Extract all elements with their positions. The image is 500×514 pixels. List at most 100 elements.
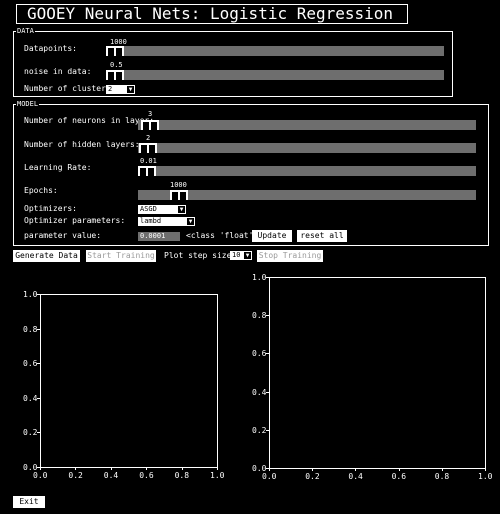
param-value-label: parameter value: [24,231,102,240]
x-tick-mark [181,467,183,470]
chevron-down-icon: ▼ [127,86,134,93]
y-tick-mark [266,315,269,317]
epochs-slider-handle[interactable] [170,190,188,200]
x-tick-mark [485,468,486,471]
x-tick-mark [398,468,400,471]
y-tick-label: 0.0 [252,464,267,473]
y-tick-label: 0.4 [252,387,267,397]
data-section-legend: DATA [16,27,35,35]
x-tick-mark [441,468,443,471]
noise-value: 0.5 [110,61,123,69]
neurons-value: 3 [148,110,153,118]
neurons-slider[interactable] [138,120,476,130]
param-value-input[interactable]: 0.0001 [138,232,180,241]
clusters-dropdown-value: 2 [108,85,113,93]
app-title: GOOEY Neural Nets: Logistic Regression [16,4,408,24]
y-tick-mark [266,391,269,393]
x-tick-mark [110,467,112,470]
plot-step-dropdown-value: 10 [232,251,241,259]
x-tick-label: 1.0 [210,471,225,480]
noise-slider-handle[interactable] [106,70,124,80]
noise-label: noise in data: [24,67,92,76]
x-tick-label: 0.4 [348,472,363,481]
y-tick-mark [266,353,269,355]
y-tick-mark [37,432,40,434]
stop-training-button[interactable]: Stop Training [257,250,323,262]
x-tick-label: 0.6 [391,472,407,481]
x-tick-label: 0.2 [305,472,320,481]
chevron-down-icon: ▼ [178,206,185,213]
noise-slider[interactable] [106,70,444,80]
datapoints-value: 1000 [110,38,127,46]
x-tick-mark [40,467,41,470]
model-section [13,104,489,246]
x-tick-mark [312,468,314,471]
learning-rate-label: Learning Rate: [24,163,92,172]
y-tick-mark [37,294,40,295]
neurons-slider-handle[interactable] [141,120,159,130]
y-tick-mark [37,397,40,399]
plot-step-dropdown[interactable]: 10 ▼ [230,251,252,260]
data-section [13,31,453,97]
y-tick-label: 0.2 [23,428,38,438]
epochs-slider[interactable] [138,190,476,200]
hidden-layers-slider[interactable] [138,143,476,153]
y-tick-mark [37,328,40,330]
y-tick-label: 1.0 [23,290,38,299]
y-tick-label: 0.2 [252,425,267,435]
x-tick-label: 0.6 [139,471,154,480]
x-tick-label: 1.0 [478,472,493,481]
right-plot-area [269,277,486,469]
optimizer-dropdown-value: ASGD [140,205,157,213]
optimizer-params-dropdown[interactable]: lambd ▼ [138,217,195,226]
x-tick-mark [355,468,357,471]
chevron-down-icon: ▼ [187,218,194,225]
hidden-layers-slider-handle[interactable] [139,143,157,153]
y-tick-label: 0.6 [23,359,38,369]
y-tick-label: 0.4 [23,393,38,403]
clusters-label: Number of clusters: [24,84,116,93]
update-button[interactable]: Update [252,230,292,242]
hidden-layers-value: 2 [146,134,151,142]
y-tick-mark [266,429,269,431]
datapoints-slider[interactable] [106,46,444,56]
x-tick-label: 0.4 [103,471,119,480]
y-tick-mark [266,277,269,278]
y-tick-mark [37,467,40,468]
param-type-text: <class 'float'> [186,231,259,240]
x-tick-label: 0.2 [68,471,83,480]
hidden-layers-label: Number of hidden layers: [24,140,140,149]
generate-data-button[interactable]: Generate Data [13,250,80,262]
datapoints-slider-handle[interactable] [106,46,124,56]
y-tick-label: 0.6 [252,349,267,359]
plot-step-label: Plot step size: [164,251,237,260]
optimizer-dropdown[interactable]: ASGD ▼ [138,205,186,214]
datapoints-label: Datapoints: [24,44,77,53]
optimizer-label: Optimizers: [24,204,77,213]
model-section-legend: MODEL [16,100,40,108]
y-tick-label: 0.8 [23,324,38,334]
x-tick-label: 0.0 [33,471,48,480]
learning-rate-value: 0.01 [140,157,157,165]
start-training-button[interactable]: Start Training [86,250,156,262]
y-tick-mark [266,468,269,469]
learning-rate-slider-handle[interactable] [138,166,156,176]
neurons-label: Number of neurons in layer: [24,116,155,125]
y-tick-mark [37,363,40,365]
chevron-down-icon: ▼ [244,252,251,259]
optimizer-params-label: Optimizer parameters: [24,216,126,225]
epochs-value: 1000 [170,181,187,189]
exit-button[interactable]: Exit [13,496,45,508]
x-tick-mark [217,467,218,470]
x-tick-label: 0.0 [262,472,277,481]
x-tick-label: 0.8 [434,472,450,481]
reset-all-button[interactable]: reset all [297,230,347,242]
optimizer-params-dropdown-value: lambd [140,217,162,225]
clusters-dropdown[interactable]: 2 ▼ [106,85,135,94]
y-tick-label: 0.8 [252,311,267,321]
learning-rate-slider[interactable] [138,166,476,176]
x-tick-mark [75,467,77,470]
x-tick-label: 0.8 [174,471,190,480]
y-tick-label: 1.0 [252,273,267,282]
left-plot-area [40,294,218,468]
